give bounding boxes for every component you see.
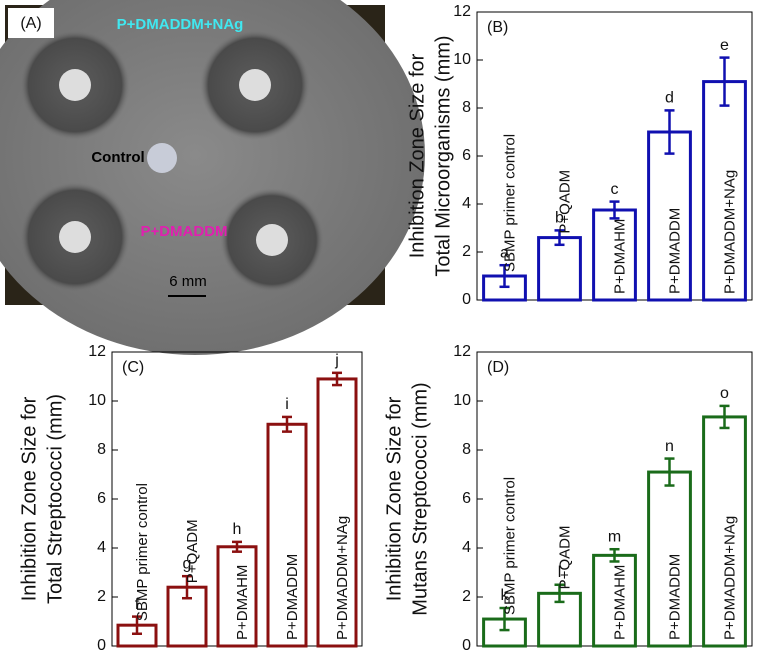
significance-letter: b bbox=[555, 210, 564, 227]
category-label: SBMP primer control bbox=[501, 134, 518, 272]
disk bbox=[256, 224, 288, 256]
photo-panel: (A) P+DMADDM+NAg Control P+DMADDM 6 mm bbox=[0, 0, 425, 355]
y-axis-label: Total Streptococci (mm) bbox=[44, 394, 66, 604]
significance-letter: e bbox=[720, 37, 729, 54]
panel-label: (C) bbox=[122, 359, 144, 376]
y-axis-label: Inhibition Zone Size for bbox=[406, 53, 428, 258]
photo-label: P+DMADDM+NAg bbox=[117, 16, 244, 33]
disk bbox=[147, 143, 177, 173]
y-tick-label: 8 bbox=[97, 441, 106, 458]
disk bbox=[59, 221, 91, 253]
y-axis-label: Inhibition Zone Size for bbox=[383, 396, 405, 601]
significance-letter: g bbox=[183, 555, 192, 572]
y-tick-label: 10 bbox=[453, 392, 471, 409]
bar bbox=[537, 236, 582, 302]
significance-letter: m bbox=[608, 528, 621, 545]
photo-label: 6 mm bbox=[169, 273, 207, 290]
disk bbox=[239, 69, 271, 101]
significance-letter: a bbox=[500, 244, 509, 261]
significance-letter: n bbox=[665, 438, 674, 455]
category-label: P+DMAHM bbox=[611, 219, 628, 294]
y-axis-label: Inhibition Zone Size for bbox=[18, 396, 40, 601]
y-tick-label: 2 bbox=[462, 588, 471, 605]
significance-letter: k bbox=[501, 587, 510, 604]
panel-label-box bbox=[8, 8, 54, 38]
significance-letter: l bbox=[558, 564, 562, 581]
photo-label: P+DMADDM bbox=[140, 223, 227, 240]
category-label: P+DMADDM bbox=[284, 554, 301, 640]
y-tick-label: 8 bbox=[462, 99, 471, 116]
photo-label: Control bbox=[91, 149, 144, 166]
y-tick-label: 8 bbox=[462, 441, 471, 458]
bar bbox=[647, 470, 692, 648]
y-axis-label: Total Microorganisms (mm) bbox=[432, 35, 454, 276]
category-label: P+DMAHM bbox=[234, 565, 251, 640]
significance-letter: o bbox=[720, 385, 729, 402]
category-label: SBMP primer control bbox=[501, 477, 518, 615]
y-tick-label: 0 bbox=[462, 291, 471, 308]
y-tick-label: 4 bbox=[462, 195, 471, 212]
y-tick-label: 0 bbox=[97, 637, 106, 654]
significance-letter: j bbox=[334, 352, 339, 369]
category-label: P+DMADDM+NAg bbox=[721, 516, 738, 640]
category-label: P+DMADDM+NAg bbox=[334, 516, 351, 640]
category-label: P+DMAHM bbox=[611, 565, 628, 640]
bar bbox=[592, 208, 637, 302]
y-tick-label: 12 bbox=[453, 343, 471, 360]
significance-letter: h bbox=[233, 521, 242, 538]
bar bbox=[266, 422, 308, 648]
category-label: P+QADM bbox=[184, 519, 201, 583]
y-tick-label: 2 bbox=[97, 588, 106, 605]
panel-label: (D) bbox=[487, 359, 509, 376]
significance-letter: d bbox=[665, 90, 674, 107]
panel-label: (A) bbox=[20, 15, 41, 32]
category-label: P+DMADDM+NAg bbox=[721, 170, 738, 294]
y-tick-label: 10 bbox=[453, 51, 471, 68]
y-tick-label: 4 bbox=[97, 539, 106, 556]
y-tick-label: 12 bbox=[453, 3, 471, 20]
y-tick-label: 6 bbox=[97, 490, 106, 507]
significance-letter: c bbox=[611, 181, 619, 198]
y-tick-label: 10 bbox=[88, 392, 106, 409]
y-tick-label: 6 bbox=[462, 147, 471, 164]
y-axis-label: Mutans Streptococci (mm) bbox=[409, 382, 431, 615]
y-tick-label: 12 bbox=[88, 343, 106, 360]
significance-letter: i bbox=[285, 396, 289, 413]
y-tick-label: 4 bbox=[462, 539, 471, 556]
category-label: P+DMADDM bbox=[666, 554, 683, 640]
category-label: P+DMADDM bbox=[666, 208, 683, 294]
bar bbox=[316, 377, 358, 648]
bar bbox=[702, 80, 747, 302]
y-tick-label: 2 bbox=[462, 243, 471, 260]
bar bbox=[216, 545, 258, 648]
significance-letter: f bbox=[135, 596, 140, 613]
category-label: P+QADM bbox=[556, 526, 573, 590]
category-label: P+QADM bbox=[556, 170, 573, 234]
y-tick-label: 6 bbox=[462, 490, 471, 507]
panel-label: (B) bbox=[487, 19, 508, 36]
y-tick-label: 0 bbox=[462, 637, 471, 654]
category-label: SBMP primer control bbox=[134, 483, 151, 621]
disk bbox=[59, 69, 91, 101]
